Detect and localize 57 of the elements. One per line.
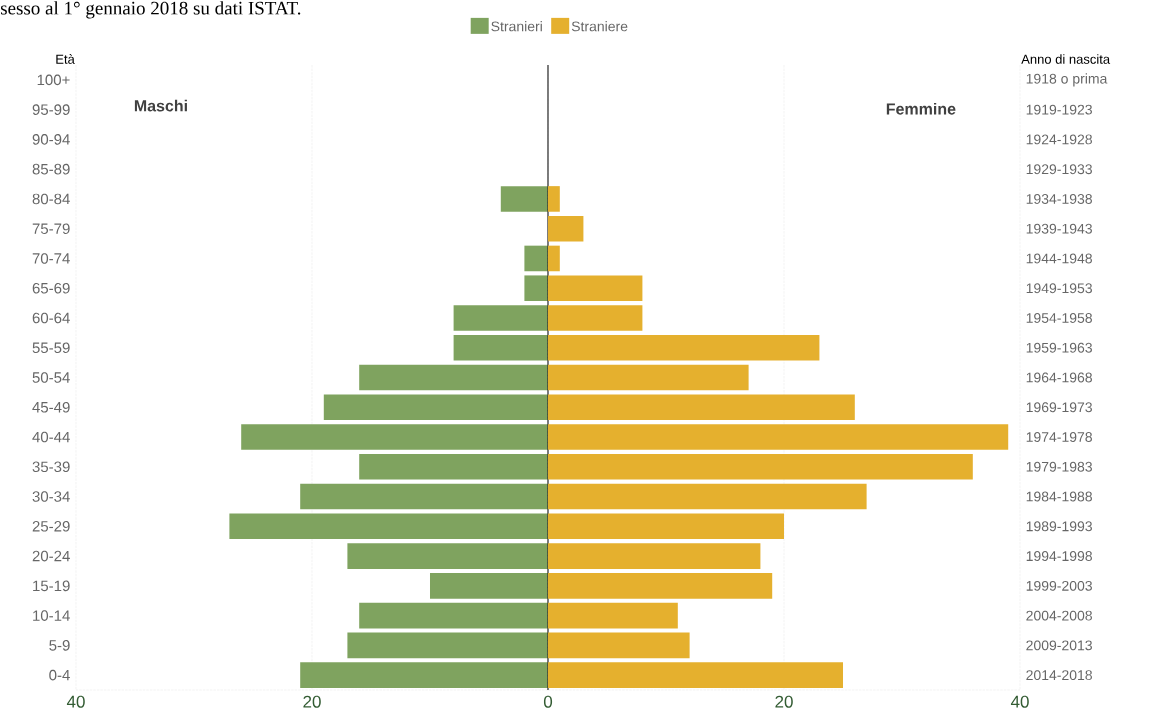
y-tick-label: 95-99 bbox=[32, 104, 70, 115]
y-tick-label: 2009-2013 bbox=[1026, 640, 1092, 651]
y-tick-label: 25-29 bbox=[32, 521, 70, 532]
y-tick-label: 2014-2018 bbox=[1026, 670, 1092, 681]
y-tick-label: 1939-1943 bbox=[1026, 223, 1092, 234]
bar bbox=[548, 186, 560, 212]
y-axis-title: Età bbox=[56, 54, 75, 64]
y-tick-label: 30-34 bbox=[32, 491, 70, 502]
y-tick-label: 5-9 bbox=[49, 640, 70, 651]
x-tick-label: 0 bbox=[543, 695, 553, 708]
y-tick-label: 1979-1983 bbox=[1026, 461, 1092, 472]
y-tick-label: 35-39 bbox=[32, 461, 70, 473]
y-tick-label: 1999-2003 bbox=[1026, 580, 1092, 591]
bar bbox=[548, 215, 584, 242]
y-tick-label: 50-54 bbox=[32, 372, 70, 383]
y-tick-label: 1984-1988 bbox=[1026, 491, 1092, 502]
y-tick-label: 1929-1933 bbox=[1026, 164, 1092, 175]
y-tick-label: 1989-1993 bbox=[1026, 521, 1092, 532]
x-tick-label: 40 bbox=[66, 695, 85, 708]
y-tick-label: 1959-1963 bbox=[1026, 342, 1092, 353]
y-tick-label: 1918 o prima bbox=[1026, 73, 1108, 87]
y-tick-label: 70-74 bbox=[32, 253, 70, 264]
x-tick-label: 40 bbox=[1010, 695, 1029, 708]
y-tick-label: 10-14 bbox=[33, 610, 70, 621]
y-tick-label: 1919-1923 bbox=[1026, 104, 1092, 115]
y-tick-label: 1969-1973 bbox=[1026, 402, 1092, 413]
annotation: Femmine bbox=[886, 102, 956, 115]
annotation: Maschi bbox=[134, 99, 187, 112]
y-tick-label: 60-64 bbox=[32, 312, 70, 324]
y-tick-label: 1944-1948 bbox=[1026, 253, 1092, 264]
y-tick-label: 1994-1998 bbox=[1026, 551, 1092, 562]
y-tick-label: 55-59 bbox=[32, 342, 70, 354]
y-tick-label: 40-44 bbox=[32, 431, 70, 443]
y-tick-label: 2004-2008 bbox=[1026, 610, 1092, 621]
y-tick-label: 100+ bbox=[37, 74, 70, 86]
y-tick-label: 85-89 bbox=[32, 163, 70, 175]
y-tick-label: 15-19 bbox=[33, 580, 70, 592]
y-tick-label: 75-79 bbox=[32, 223, 70, 234]
x-tick-label: 20 bbox=[775, 695, 793, 708]
y-tick-label: 45-49 bbox=[32, 401, 70, 413]
x-tick-label: 20 bbox=[303, 695, 321, 708]
y-tick-label: 1954-1958 bbox=[1026, 313, 1092, 323]
y-tick-label: 1974-1978 bbox=[1026, 432, 1092, 442]
y-tick-label: 65-69 bbox=[32, 282, 70, 294]
y-tick-label: 1949-1953 bbox=[1026, 283, 1092, 294]
y-tick-label: 1964-1968 bbox=[1026, 372, 1092, 383]
y-tick-label: 80-84 bbox=[32, 193, 70, 205]
y-tick-label: 0-4 bbox=[49, 669, 70, 681]
y2-axis-title: Anno di nascita bbox=[1021, 54, 1111, 64]
y-tick-label: 20-24 bbox=[32, 550, 70, 562]
y-tick-label: 90-94 bbox=[32, 134, 70, 145]
y-tick-label: 1934-1938 bbox=[1026, 193, 1092, 204]
y-tick-label: 1924-1928 bbox=[1026, 134, 1092, 145]
bar bbox=[524, 275, 548, 302]
legend-label: Stranieri bbox=[491, 21, 542, 32]
legend-label: Straniere bbox=[571, 21, 628, 32]
chart-title: sesso al 1° gennaio 2018 su dati ISTAT. bbox=[0, 1, 301, 19]
